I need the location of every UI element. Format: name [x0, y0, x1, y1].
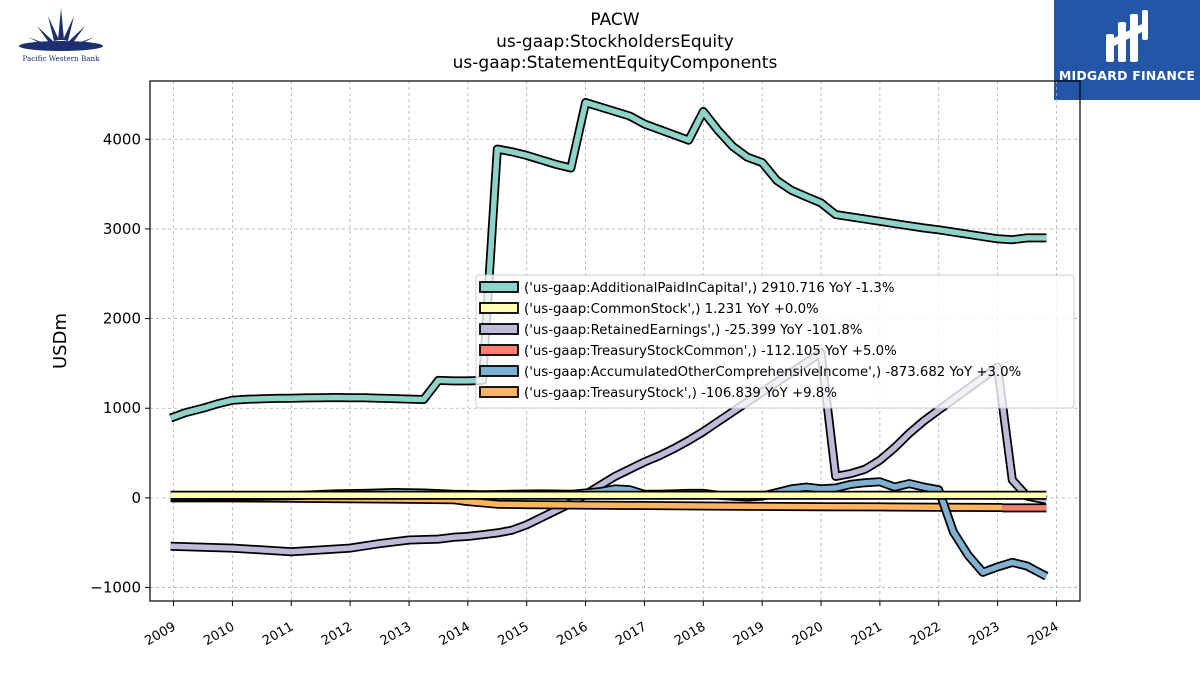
bank-name-text: Pacific Western Bank: [22, 54, 100, 63]
legend-swatch: [479, 344, 519, 356]
legend-swatch: [479, 281, 519, 293]
y-tick-label: 4000: [103, 130, 141, 148]
legend-entry-label: ('us-gaap:CommonStock',) 1.231 YoY +0.0%: [524, 302, 819, 317]
y-tick-label: −1000: [90, 579, 141, 597]
x-tick-label: 2009: [142, 619, 178, 649]
x-tick-label: 2012: [319, 619, 355, 649]
midgard-finance-logo: MIDGARD FINANCE: [1054, 0, 1200, 100]
x-tick-label: 2016: [554, 619, 590, 649]
plot-frame: [149, 80, 1081, 602]
x-tick-label: 2018: [672, 619, 708, 649]
legend-swatch: [479, 302, 519, 314]
y-tick-label: 3000: [103, 220, 141, 238]
series-2: [170, 348, 1048, 557]
x-tick-label: 2019: [731, 619, 767, 649]
y-tick-label: 2000: [103, 310, 141, 328]
y-axis-ticks: −1000 0 1000 2000 3000 4000: [90, 130, 150, 597]
legend-entry-label: ('us-gaap:AdditionalPaidInCapital',) 291…: [524, 281, 894, 296]
legend-entry-label: ('us-gaap:AccumulatedOtherComprehensiveI…: [524, 365, 1021, 380]
chart-title-line-1: PACW: [590, 10, 640, 30]
x-axis-ticks: 2009 2010 2011 2012 2013 2014 2015 2016 2017 2018…: [142, 601, 1061, 649]
chart-title-line-3: us-gaap:StatementEquityComponents: [452, 53, 778, 73]
x-tick-label: 2013: [378, 619, 414, 649]
series-line: [169, 99, 1047, 421]
legend-swatch: [479, 365, 519, 377]
legend[interactable]: ('us-gaap:AdditionalPaidInCapital',) 291…: [475, 274, 1075, 409]
series-0: [169, 98, 1047, 423]
x-tick-label: 2021: [849, 619, 885, 649]
legend-entry-label: ('us-gaap:TreasuryStock',) -106.839 YoY …: [524, 386, 837, 401]
x-tick-label: 2015: [496, 619, 532, 649]
x-tick-label: 2022: [908, 619, 944, 649]
legend-box: [475, 274, 1075, 409]
series-line: [170, 349, 1047, 555]
series-layer: [169, 98, 1049, 581]
legend-swatch: [479, 386, 519, 398]
y-axis-label: USDm: [50, 313, 71, 369]
x-tick-label: 2017: [613, 619, 649, 649]
x-tick-label: 2010: [201, 619, 237, 649]
y-tick-label: 1000: [103, 399, 141, 417]
x-tick-label: 2014: [437, 619, 473, 649]
x-tick-label: 2020: [790, 619, 826, 649]
x-tick-label: 2023: [966, 619, 1002, 649]
chart-title-line-2: us-gaap:StockholdersEquity: [496, 32, 734, 52]
legend-entry-label: ('us-gaap:TreasuryStockCommon',) -112.10…: [524, 344, 897, 359]
midgard-emblem-icon: [1106, 10, 1148, 62]
pacific-western-bank-logo: Pacific Western Bank: [19, 8, 103, 63]
y-tick-label: 0: [131, 489, 141, 507]
midgard-name: MIDGARD FINANCE: [1058, 68, 1196, 83]
legend-entry-label: ('us-gaap:RetainedEarnings',) -25.399 Yo…: [524, 323, 862, 338]
x-tick-label: 2011: [260, 619, 296, 649]
legend-swatch: [479, 323, 519, 335]
x-tick-label: 2024: [1025, 619, 1061, 649]
